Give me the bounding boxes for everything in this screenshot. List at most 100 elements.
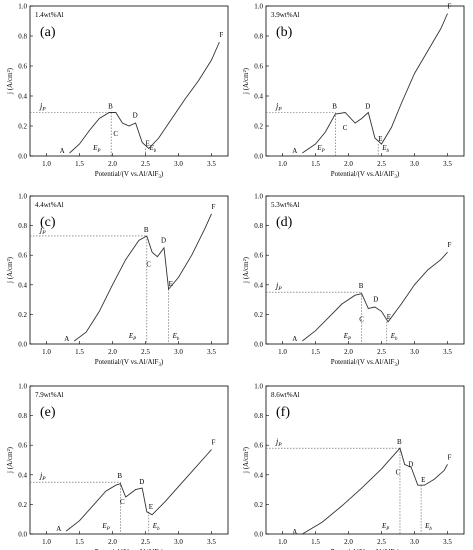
- plot-frame: [29, 195, 229, 345]
- panel-d: 0.0 0.2 0.4 0.6 0.8 1.0 1.0 1.5 2.0 2.5 3.0 3.5 Pote…: [242, 193, 465, 368]
- x-tick-label: 1.5: [311, 348, 320, 356]
- point-label-e: E: [169, 280, 173, 288]
- composition-label: 1.4wt%Al: [35, 11, 64, 19]
- x-tick-label: 2.5: [377, 160, 386, 168]
- x-tick-label: 2.0: [108, 348, 117, 356]
- y-tick-label: 1.0: [254, 193, 263, 201]
- point-label-a: A: [292, 147, 297, 155]
- point-label-a: A: [64, 335, 69, 343]
- x-tick-label: 2.0: [344, 160, 353, 168]
- x-axis-label: Potential/(V vs.Al/AlF3): [95, 548, 164, 550]
- composition-label: 4.4wt%Al: [35, 201, 64, 209]
- plot-frame: [29, 385, 229, 535]
- point-label-c: C: [146, 261, 151, 269]
- x-tick-label: 2.5: [141, 348, 150, 356]
- y-tick-label: 0.2: [18, 123, 27, 131]
- point-label-c: C: [396, 468, 401, 476]
- x-tick-label: 3.5: [207, 160, 216, 168]
- jp-label: jP: [275, 281, 282, 292]
- x-tick-label: 1.0: [278, 538, 287, 546]
- y-tick-label: 0.8: [18, 222, 27, 230]
- point-label-b: B: [108, 103, 113, 111]
- x-tick-label: 2.5: [377, 348, 386, 356]
- y-axis-label: j (A/cm²): [242, 256, 250, 284]
- polarization-curve: [66, 449, 212, 532]
- point-label-c: C: [113, 130, 118, 138]
- y-tick-label: 0.2: [254, 123, 263, 131]
- polarization-curve: [302, 13, 448, 154]
- x-tick-label: 3.0: [174, 160, 183, 168]
- point-label-b: B: [332, 103, 337, 111]
- panel-label: (e): [40, 405, 56, 420]
- composition-label: 3.9wt%Al: [271, 11, 300, 19]
- point-label-b: B: [397, 438, 402, 446]
- y-tick-label: 1.0: [18, 383, 27, 391]
- point-label-f: F: [448, 453, 452, 461]
- panel-b: 0.0 0.2 0.4 0.6 0.8 1.0 1.0 1.5 2.0 2.5 3.0 3.5 Pote…: [242, 3, 465, 180]
- polarization-curve: [302, 447, 448, 535]
- y-tick-label: 1.0: [254, 3, 263, 11]
- y-tick-label: 0.8: [254, 33, 263, 41]
- x-axis-label: Potential/(V vs.Al/AlF3): [95, 358, 164, 368]
- panel-label: (f): [276, 405, 290, 420]
- point-label-d: D: [133, 112, 138, 120]
- point-label-f: F: [448, 241, 452, 249]
- panel-label: (a): [40, 25, 56, 40]
- point-label-d: D: [373, 296, 378, 304]
- eb-label: Eb: [390, 332, 398, 342]
- x-tick-label: 1.0: [42, 160, 51, 168]
- x-tick-label: 2.0: [108, 160, 117, 168]
- y-tick-label: 0.0: [18, 153, 27, 161]
- y-tick-label: 0.8: [18, 412, 27, 420]
- y-tick-label: 0.2: [254, 311, 263, 319]
- y-tick-label: 0.6: [254, 63, 263, 71]
- x-tick-label: 2.0: [344, 348, 353, 356]
- y-axis-label: j (A/cm²): [242, 446, 250, 474]
- point-label-d: D: [139, 478, 144, 486]
- panel-c: 0.0 0.2 0.4 0.6 0.8 1.0 1.0 1.5 2.0 2.5 3.0 3.5 Pote…: [6, 193, 229, 368]
- jp-label: jP: [39, 225, 46, 236]
- point-label-e: E: [146, 140, 150, 148]
- ep-label: EP: [92, 144, 100, 154]
- polarization-curve: [69, 41, 220, 154]
- point-label-a: A: [60, 147, 65, 155]
- x-tick-label: 1.5: [311, 160, 320, 168]
- point-label-a: A: [292, 528, 297, 536]
- x-tick-label: 2.5: [141, 160, 150, 168]
- point-label-f: F: [219, 31, 223, 39]
- ep-label: EP: [316, 144, 324, 154]
- panel-a: 0.0 0.2 0.4 0.6 0.8 1.0 1.0 1.5 2.0 2.5 3.0 3.5 Pote…: [6, 3, 229, 180]
- point-label-c: C: [359, 315, 364, 323]
- jp-label: jP: [275, 102, 282, 113]
- point-label-b: B: [359, 282, 364, 290]
- point-label-e: E: [378, 135, 382, 143]
- x-tick-label: 3.0: [174, 348, 183, 356]
- point-label-e: E: [387, 313, 391, 321]
- y-tick-label: 0.8: [254, 222, 263, 230]
- ep-label: EP: [101, 522, 109, 532]
- x-tick-label: 3.5: [443, 160, 452, 168]
- eb-label: Eb: [172, 332, 180, 342]
- y-tick-label: 1.0: [18, 193, 27, 201]
- composition-label: 8.6wt%Al: [271, 391, 300, 399]
- point-label-b: B: [117, 472, 122, 480]
- y-tick-label: 1.0: [254, 383, 263, 391]
- x-axis-label: Potential/(V vs.Al/AlF3): [331, 170, 400, 180]
- y-tick-label: 0.0: [18, 531, 27, 539]
- x-tick-label: 2.0: [108, 538, 117, 546]
- x-tick-label: 1.5: [75, 348, 84, 356]
- y-tick-label: 0.0: [18, 341, 27, 349]
- x-axis-label: Potential/(V vs.Al/AlF3): [95, 170, 164, 180]
- x-axis-label: Potential/(V vs.Al/AlF3): [331, 548, 400, 550]
- panel-label: (b): [276, 25, 293, 40]
- y-tick-label: 0.2: [18, 311, 27, 319]
- y-tick-label: 0.6: [18, 63, 27, 71]
- panel-f: 0.0 0.2 0.4 0.6 0.8 1.0 1.0 1.5 2.0 2.5 3.0 3.5 Pote…: [242, 383, 465, 550]
- x-tick-label: 1.0: [42, 538, 51, 546]
- ep-label: EP: [381, 522, 389, 532]
- x-tick-label: 3.0: [174, 538, 183, 546]
- x-tick-label: 3.5: [443, 538, 452, 546]
- point-label-e: E: [421, 476, 425, 484]
- polarization-curve: [302, 251, 448, 342]
